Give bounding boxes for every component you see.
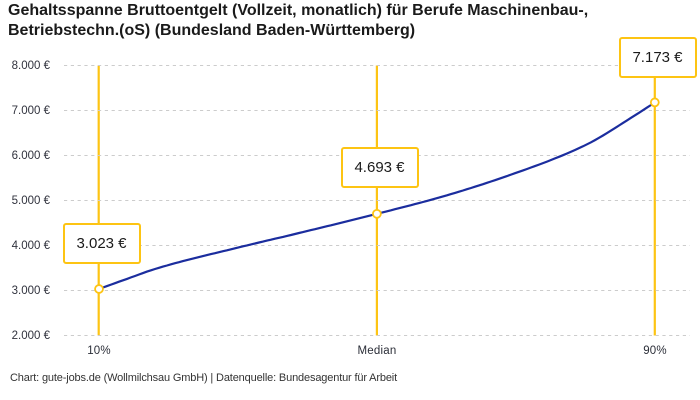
svg-text:7.000 €: 7.000 € [12,105,51,117]
svg-text:8.000 €: 8.000 € [12,60,51,72]
svg-text:2.000 €: 2.000 € [12,330,51,342]
svg-text:90%: 90% [643,345,667,357]
svg-text:10%: 10% [87,345,111,357]
svg-text:4.000 €: 4.000 € [12,240,51,252]
svg-text:5.000 €: 5.000 € [12,195,51,207]
svg-text:6.000 €: 6.000 € [12,150,51,162]
svg-text:3.000 €: 3.000 € [12,285,51,297]
svg-text:Median: Median [358,345,397,357]
